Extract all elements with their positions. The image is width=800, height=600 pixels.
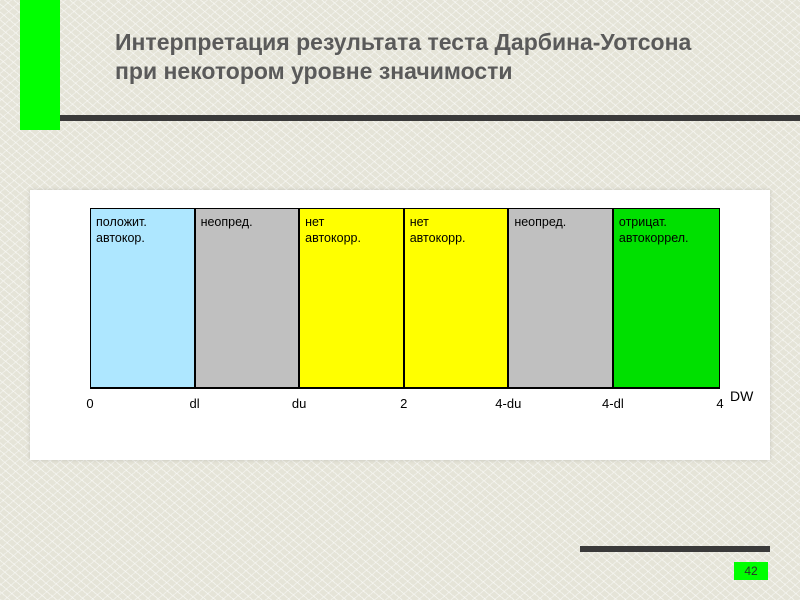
segment-label-line1: положит.	[96, 215, 189, 231]
dw-zone-chart: DW положит.автокор.неопред.нетавтокорр.н…	[90, 208, 720, 413]
axis-tick: 0	[86, 396, 93, 411]
segment-label-line2: автокорр.	[305, 231, 398, 247]
segment-label-line2: автокоррел.	[619, 231, 714, 247]
axis-label: DW	[730, 388, 753, 404]
segment-label-line1: нет	[410, 215, 503, 231]
zone-segment: нетавтокорр.	[299, 208, 404, 388]
segment-label-line1: неопред.	[514, 215, 607, 231]
segment-label-line1: нет	[305, 215, 398, 231]
page-number: 42	[734, 562, 768, 580]
zone-segment: неопред.	[508, 208, 613, 388]
segment-label-line2: автокор.	[96, 231, 189, 247]
axis-tick: 4-du	[495, 396, 521, 411]
axis-tick: du	[292, 396, 306, 411]
header-bar	[60, 115, 800, 121]
zone-segment: нетавтокорр.	[404, 208, 509, 388]
accent-block	[20, 0, 60, 130]
slide-title: Интерпретация результата теста Дарбина-У…	[115, 28, 735, 86]
axis-tick: 2	[400, 396, 407, 411]
slide: Интерпретация результата теста Дарбина-У…	[0, 0, 800, 600]
chart-panel: DW положит.автокор.неопред.нетавтокорр.н…	[30, 190, 770, 460]
zone-segment: положит.автокор.	[90, 208, 195, 388]
axis-tick: 4	[716, 396, 723, 411]
x-axis	[90, 388, 720, 389]
zone-segment: отрицат.автокоррел.	[613, 208, 720, 388]
segment-label-line1: неопред.	[201, 215, 294, 231]
segment-label-line2: автокорр.	[410, 231, 503, 247]
segment-label-line1: отрицат.	[619, 215, 714, 231]
axis-tick: 4-dl	[602, 396, 624, 411]
zone-segment: неопред.	[195, 208, 300, 388]
axis-tick: dl	[190, 396, 200, 411]
footer-bar	[580, 546, 770, 552]
